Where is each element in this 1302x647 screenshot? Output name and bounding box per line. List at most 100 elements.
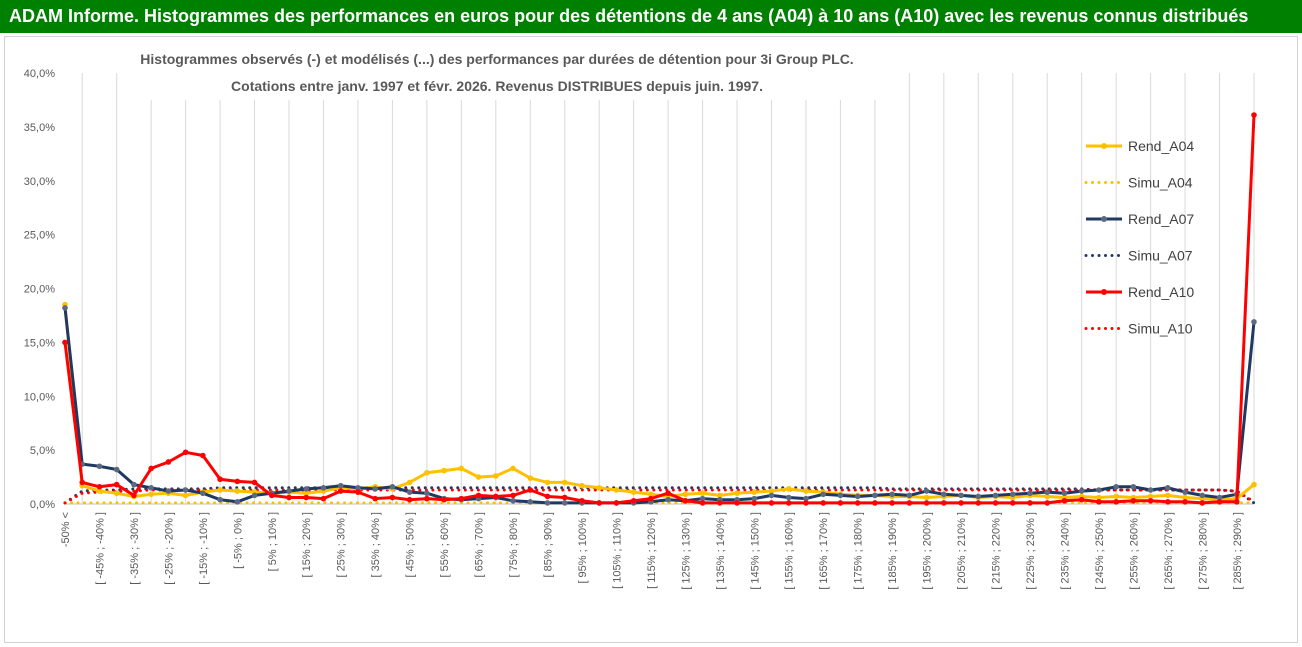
data-point <box>1251 112 1257 118</box>
legend: Rend_A04 Simu_A04 Rend_A07 Simu_A07 Rend_A10… <box>1084 138 1194 337</box>
x-tick-label: [ 155% ; 160% ] <box>784 512 796 590</box>
data-point <box>510 497 516 504</box>
data-point <box>596 500 602 506</box>
x-axis-tick-labels: -50% < [ -45% ; -40% ] [ -35% ; -30% ] [ -2… <box>60 512 1244 590</box>
data-point <box>751 489 758 495</box>
data-point <box>1096 494 1102 501</box>
data-point <box>372 495 378 502</box>
data-point <box>62 339 68 346</box>
data-point <box>1130 483 1137 490</box>
data-point <box>286 494 292 501</box>
data-point <box>113 481 120 488</box>
data-point <box>320 485 327 491</box>
x-tick-label: [ 235% ; 240% ] <box>1059 512 1071 590</box>
x-tick-label: [ 275% ; 280% ] <box>1197 512 1209 590</box>
data-point <box>200 452 206 459</box>
data-point <box>923 488 930 494</box>
data-point <box>475 474 482 480</box>
data-point <box>424 469 430 476</box>
legend-marker <box>1101 216 1107 222</box>
x-tick-label: [ 5% ; 10% ] <box>267 512 279 571</box>
data-point <box>785 486 792 492</box>
data-point <box>820 500 827 506</box>
legend-item: Simu_A07 <box>1084 248 1193 264</box>
data-point <box>217 487 223 493</box>
data-point <box>355 489 361 495</box>
data-point <box>941 500 947 506</box>
data-point <box>682 491 689 498</box>
series-lines <box>62 112 1257 506</box>
x-tick-label: [ 55% ; 60% ] <box>439 512 451 577</box>
data-point <box>768 492 775 499</box>
y-tick-label: 20,0% <box>24 284 55 296</box>
x-tick-label: [ 165% ; 170% ] <box>818 512 830 590</box>
data-point <box>337 488 344 494</box>
data-point <box>906 492 913 499</box>
x-tick-label: [ 175% ; 180% ] <box>853 512 865 590</box>
data-point <box>303 494 310 501</box>
data-point <box>372 486 378 492</box>
data-point <box>1147 497 1154 504</box>
legend-label: Rend_A10 <box>1128 284 1194 300</box>
data-point <box>768 488 775 494</box>
y-tick-label: 35,0% <box>24 122 55 134</box>
series-line <box>63 307 1256 505</box>
data-point <box>768 500 775 506</box>
data-point <box>1130 497 1137 504</box>
data-point <box>596 485 602 491</box>
data-point <box>200 490 206 497</box>
data-point <box>1044 500 1051 506</box>
data-point <box>234 499 241 505</box>
data-point <box>992 492 999 499</box>
legend-marker <box>1101 143 1107 149</box>
data-point <box>96 483 103 490</box>
data-point <box>648 491 654 498</box>
y-tick-label: 0,0% <box>30 499 55 511</box>
x-tick-label: [ 215% ; 220% ] <box>991 512 1003 590</box>
x-tick-label: [ 195% ; 200% ] <box>922 512 934 590</box>
data-point <box>1199 492 1206 499</box>
data-point <box>62 305 68 311</box>
data-point <box>630 489 637 495</box>
data-point <box>458 465 465 472</box>
data-point <box>854 493 861 500</box>
data-point <box>131 481 137 488</box>
chart-title-line-2: Cotations entre janv. 1997 et févr. 2026… <box>231 78 763 94</box>
y-tick-label: 10,0% <box>24 391 55 403</box>
y-tick-label: 25,0% <box>24 230 55 242</box>
data-point <box>113 466 120 473</box>
data-point <box>406 496 413 503</box>
data-point <box>941 491 947 498</box>
data-point <box>717 492 723 499</box>
data-point <box>889 491 895 498</box>
x-tick-label: [ 95% ; 100% ] <box>577 512 589 584</box>
x-tick-label: [ 245% ; 250% ] <box>1094 512 1106 590</box>
x-tick-label: [ 145% ; 150% ] <box>749 512 761 590</box>
x-tick-label: [ -35% ; -30% ] <box>129 512 141 585</box>
x-tick-label: -50% < <box>60 512 72 547</box>
data-point <box>1078 496 1085 503</box>
x-tick-label: [ 65% ; 70% ] <box>474 512 486 577</box>
data-point <box>527 487 534 493</box>
data-point <box>217 496 223 503</box>
x-tick-label: [ 15% ; 20% ] <box>301 512 313 577</box>
data-point <box>544 479 551 486</box>
series-rend-a10 <box>62 112 1257 506</box>
title-background <box>118 44 878 100</box>
data-point <box>699 495 706 502</box>
data-point <box>854 500 861 506</box>
data-point <box>1096 487 1102 493</box>
data-point <box>1044 489 1051 495</box>
legend-item: Simu_A04 <box>1084 175 1193 191</box>
data-point <box>1199 500 1206 506</box>
vertical-gridlines <box>81 73 1255 504</box>
data-point <box>889 500 895 506</box>
data-point <box>923 500 930 506</box>
data-point <box>251 479 258 486</box>
legend-item: Simu_A10 <box>1084 321 1193 337</box>
x-tick-label: [ 225% ; 230% ] <box>1025 512 1037 590</box>
x-tick-label: [ 285% ; 290% ] <box>1232 512 1244 590</box>
x-tick-label: [ 205% ; 210% ] <box>956 512 968 590</box>
legend-item: Rend_A07 <box>1086 211 1194 227</box>
